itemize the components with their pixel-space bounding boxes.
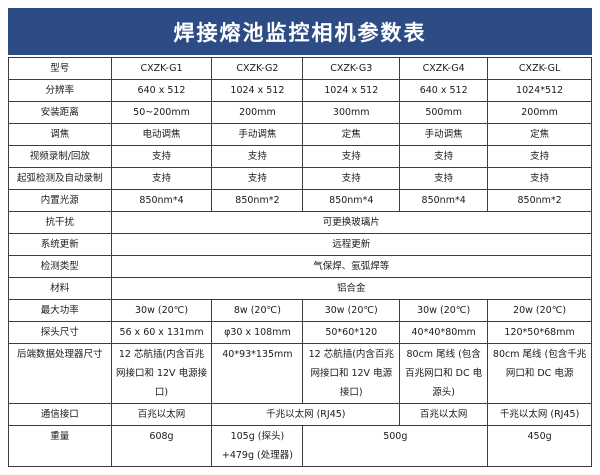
param-value: 30w (20℃) (302, 299, 401, 322)
param-value: CXZK-G1 (110, 57, 213, 80)
param-value: 850nm*4 (110, 189, 213, 212)
param-value: 支持 (211, 167, 304, 190)
param-value: 支持 (110, 167, 213, 190)
param-value: 608g (110, 425, 213, 467)
param-value: 支持 (399, 167, 489, 190)
table-row: 检测类型 气保焊、氩弧焊等 (8, 255, 593, 278)
table-row: 系统更新 远程更新 (8, 233, 593, 256)
table-row: 抗干扰 可更换玻璃片 (8, 211, 593, 234)
param-label: 材料 (8, 277, 112, 300)
param-value: 电动调焦 (110, 123, 213, 146)
spec-table: 型号 CXZK-G1 CXZK-G2 CXZK-G3 CXZK-G4 CXZK-… (8, 57, 593, 467)
table-row: 后端数据处理器尺寸 12 芯航插(内含百兆网接口和 12V 电源接口) 40*9… (8, 343, 592, 404)
param-value: 远程更新 (110, 233, 593, 256)
param-label: 后端数据处理器尺寸 (8, 343, 112, 404)
param-value: 56 x 60 x 131mm (110, 321, 213, 344)
param-value: 300mm (302, 101, 401, 124)
param-value: 50~200mm (110, 101, 213, 124)
param-value: 80cm 尾线 (包含千兆网口和 DC 电源 (487, 343, 592, 404)
table-row: 材料 铝合金 (8, 277, 593, 300)
table-row: 起弧检测及自动录制 支持 支持 支持 支持 支持 (8, 167, 592, 190)
param-value: 30w (20℃) (110, 299, 213, 322)
param-value: 80cm 尾线 (包含百兆网口和 DC 电源头) (399, 343, 489, 404)
page-title: 焊接熔池监控相机参数表 (173, 20, 427, 45)
param-value: 12 芯航插(内含百兆网接口和 12V 电源接口) (302, 343, 401, 404)
param-value: 气保焊、氩弧焊等 (110, 255, 593, 278)
param-value: 12 芯航插(内含百兆网接口和 12V 电源接口) (110, 343, 213, 404)
param-value: 30w (20℃) (399, 299, 489, 322)
table-row: 型号 CXZK-G1 CXZK-G2 CXZK-G3 CXZK-G4 CXZK-… (8, 57, 592, 80)
param-value: 千兆以太网 (RJ45) (211, 403, 401, 426)
param-value: 640 x 512 (110, 79, 213, 102)
param-label: 检测类型 (8, 255, 112, 278)
param-value: 500mm (399, 101, 489, 124)
param-value: 8w (20℃) (211, 299, 304, 322)
title-bar: 焊接熔池监控相机参数表 (8, 8, 592, 55)
param-value: 支持 (211, 145, 304, 168)
param-label: 抗干扰 (8, 211, 112, 234)
param-value: 850nm*2 (211, 189, 304, 212)
param-label: 系统更新 (8, 233, 112, 256)
table-row: 最大功率 30w (20℃) 8w (20℃) 30w (20℃) 30w (2… (8, 299, 592, 322)
param-value: CXZK-G2 (211, 57, 304, 80)
param-value: 640 x 512 (399, 79, 489, 102)
param-label: 安装距离 (8, 101, 112, 124)
param-value: 850nm*2 (487, 189, 592, 212)
table-row: 安装距离 50~200mm 200mm 300mm 500mm 200mm (8, 101, 592, 124)
param-value: 千兆以太网 (RJ45) (487, 403, 592, 426)
param-value: 铝合金 (110, 277, 593, 300)
param-value: 支持 (302, 145, 401, 168)
param-value: 定焦 (302, 123, 401, 146)
param-value: 40*93*135mm (211, 343, 304, 404)
param-value: 手动调焦 (211, 123, 304, 146)
table-row: 内置光源 850nm*4 850nm*2 850nm*4 850nm*4 850… (8, 189, 592, 212)
param-value: φ30 x 108mm (211, 321, 304, 344)
table-row: 通信接口 百兆以太网 千兆以太网 (RJ45) 百兆以太网 千兆以太网 (RJ4… (8, 403, 592, 426)
param-value: 可更换玻璃片 (110, 211, 593, 234)
param-value: 200mm (487, 101, 592, 124)
param-label: 视频录制/回放 (8, 145, 112, 168)
param-value: 120*50*68mm (487, 321, 592, 344)
table-row: 调焦 电动调焦 手动调焦 定焦 手动调焦 定焦 (8, 123, 592, 146)
param-label: 最大功率 (8, 299, 112, 322)
param-value: CXZK-G3 (302, 57, 401, 80)
param-value: 500g (302, 425, 489, 467)
param-value: 手动调焦 (399, 123, 489, 146)
param-label: 分辨率 (8, 79, 112, 102)
table-row: 视频录制/回放 支持 支持 支持 支持 支持 (8, 145, 592, 168)
param-value: 百兆以太网 (399, 403, 489, 426)
param-value: 1024 x 512 (302, 79, 401, 102)
param-value: 支持 (399, 145, 489, 168)
param-value: 百兆以太网 (110, 403, 213, 426)
param-label: 型号 (8, 57, 112, 80)
param-value: CXZK-GL (487, 57, 592, 80)
table-row: 探头尺寸 56 x 60 x 131mm φ30 x 108mm 50*60*1… (8, 321, 592, 344)
param-value: 1024 x 512 (211, 79, 304, 102)
param-value: 支持 (302, 167, 401, 190)
param-value: 105g (探头) +479g (处理器) (211, 425, 304, 467)
param-value: 支持 (487, 145, 592, 168)
param-value: 20w (20℃) (487, 299, 592, 322)
param-label: 起弧检测及自动录制 (8, 167, 112, 190)
param-value: 450g (487, 425, 592, 467)
param-value: 40*40*80mm (399, 321, 489, 344)
param-label: 通信接口 (8, 403, 112, 426)
param-value: 支持 (487, 167, 592, 190)
param-label: 内置光源 (8, 189, 112, 212)
param-value: CXZK-G4 (399, 57, 489, 80)
param-value: 850nm*4 (399, 189, 489, 212)
param-value: 定焦 (487, 123, 592, 146)
param-value: 1024*512 (487, 79, 592, 102)
param-value: 850nm*4 (302, 189, 401, 212)
table-row: 重量 608g 105g (探头) +479g (处理器) 500g 450g (8, 425, 592, 467)
param-value: 50*60*120 (302, 321, 401, 344)
param-value: 200mm (211, 101, 304, 124)
param-label: 重量 (8, 425, 112, 467)
param-label: 探头尺寸 (8, 321, 112, 344)
table-row: 分辨率 640 x 512 1024 x 512 1024 x 512 640 … (8, 79, 592, 102)
param-label: 调焦 (8, 123, 112, 146)
param-value: 支持 (110, 145, 213, 168)
